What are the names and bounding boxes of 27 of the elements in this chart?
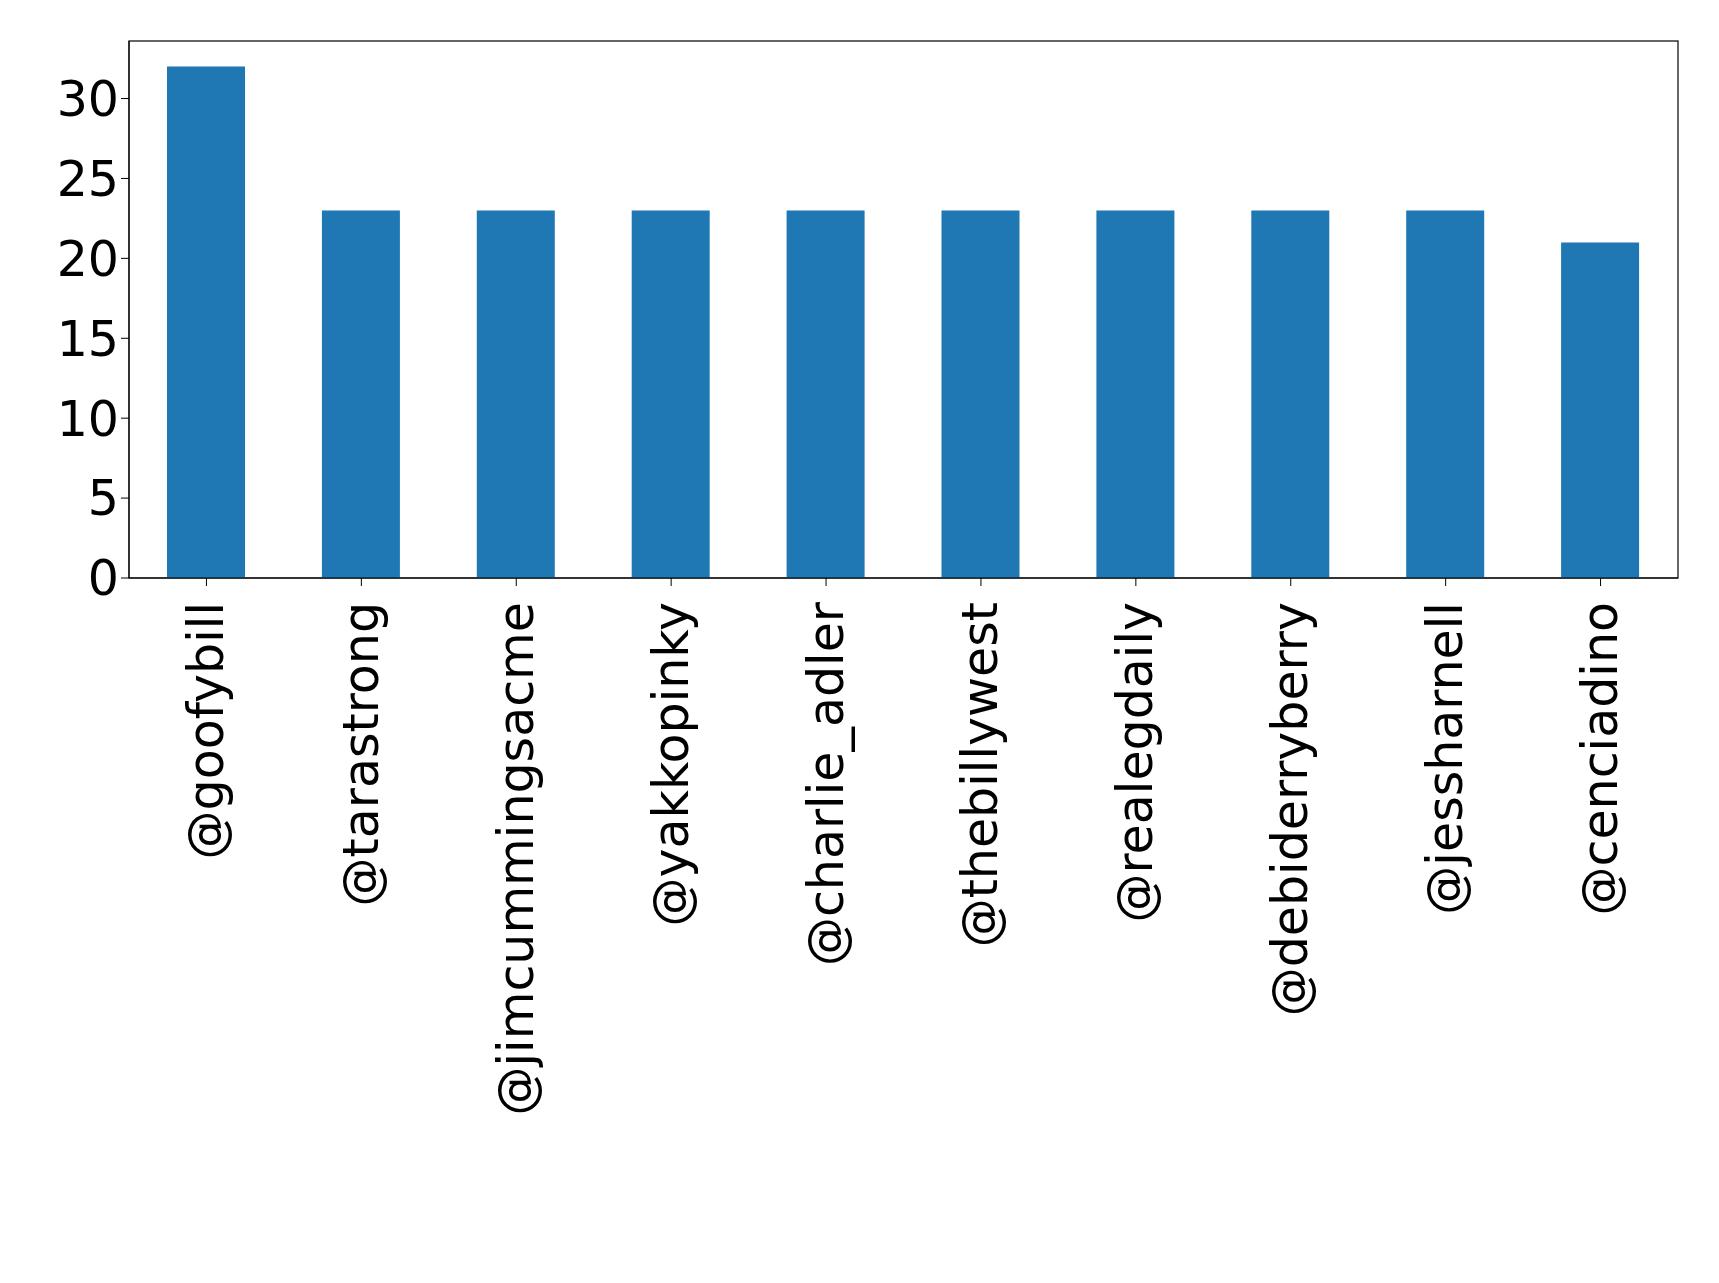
x-tick-label: @realegdaily — [1107, 602, 1165, 923]
bar — [941, 210, 1020, 578]
x-tick-label: @charlie_adler — [797, 601, 855, 967]
bar — [786, 210, 865, 578]
bar — [1251, 210, 1330, 578]
y-tick-label: 15 — [56, 310, 119, 368]
bar — [167, 66, 245, 578]
y-tick-label: 0 — [87, 550, 119, 608]
x-tick-label: @jessharnell — [1417, 602, 1475, 915]
bar — [1561, 242, 1640, 578]
y-tick-label: 10 — [56, 390, 119, 448]
x-tick-label: @jimcummingsacme — [487, 602, 545, 1116]
bar — [631, 210, 710, 578]
x-tick-label: @debiderryberry — [1262, 602, 1320, 1017]
y-tick-label: 5 — [87, 470, 119, 528]
bar — [476, 210, 555, 578]
y-tick-label: 25 — [56, 150, 119, 208]
x-tick-label: @goofybill — [177, 602, 235, 860]
bar — [321, 210, 400, 578]
x-tick-label: @thebillywest — [952, 602, 1010, 948]
y-tick-label: 20 — [56, 230, 119, 288]
bar — [1096, 210, 1175, 578]
x-tick-label: @yakkopinky — [642, 602, 700, 927]
x-tick-label: @tarastrong — [332, 602, 390, 907]
x-tick-label: @cenciadino — [1572, 602, 1630, 916]
y-tick-label: 30 — [56, 70, 119, 128]
bar — [1406, 210, 1485, 578]
